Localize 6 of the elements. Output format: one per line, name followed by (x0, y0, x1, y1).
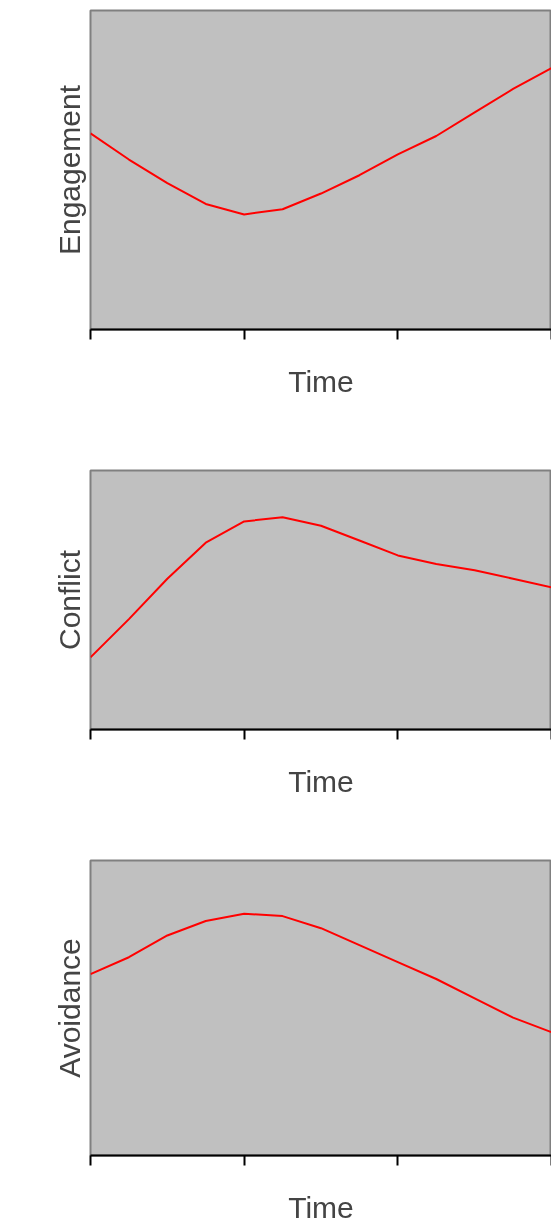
x-axis-title: Time (288, 764, 354, 798)
y-axis-title: Avoidance (52, 938, 86, 1078)
y-axis-title: Conflict (52, 549, 86, 651)
y-axis-title: Engagement (52, 84, 86, 256)
x-axis-title: Time (288, 1190, 354, 1224)
x-axis-title: Time (288, 364, 354, 398)
